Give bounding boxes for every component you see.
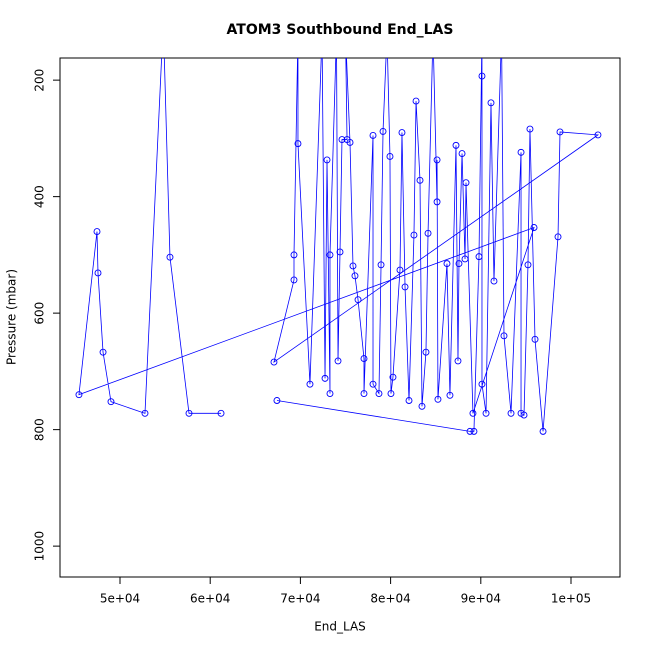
data-point: [379, 127, 387, 135]
data-point: [452, 141, 460, 149]
y-tick-label: 1000: [33, 531, 47, 562]
data-point: [141, 409, 149, 417]
data-point: [273, 397, 281, 404]
data-point: [470, 427, 478, 435]
plot-area: [75, 58, 602, 435]
data-point: [306, 380, 314, 388]
data-point: [360, 390, 368, 397]
data-point: [401, 283, 409, 291]
data-point: [369, 132, 377, 139]
data-point: [490, 277, 498, 285]
data-point: [487, 99, 495, 107]
data-point: [290, 276, 298, 284]
data-point: [416, 176, 424, 184]
data-point: [475, 253, 483, 261]
data-point: [594, 131, 602, 139]
data-point: [554, 233, 562, 241]
chart-title: ATOM3 Southbound End_LAS: [227, 22, 454, 38]
data-point: [478, 72, 486, 80]
data-point: [94, 269, 102, 277]
data-point: [517, 148, 525, 156]
data-point: [321, 374, 329, 382]
data-point: [424, 229, 432, 237]
data-point: [290, 251, 298, 259]
data-point: [520, 411, 528, 419]
data-point: [389, 373, 397, 381]
data-point: [351, 272, 359, 280]
data-point: [410, 231, 418, 239]
data-point: [107, 398, 115, 406]
data-point: [354, 296, 362, 304]
data-point: [433, 198, 441, 206]
data-point: [270, 358, 278, 366]
data-point: [185, 409, 193, 417]
data-point: [412, 97, 420, 105]
data-point: [500, 332, 508, 340]
data-point: [349, 262, 357, 270]
data-point: [398, 129, 406, 137]
data-point: [396, 266, 404, 274]
data-point: [387, 390, 395, 397]
data-point: [346, 139, 354, 146]
x-tick-label: 5e+04: [100, 592, 140, 606]
data-point: [375, 390, 383, 397]
data-point: [405, 397, 413, 404]
data-point: [539, 427, 547, 435]
data-point: [418, 402, 426, 410]
data-point: [507, 409, 515, 417]
data-point: [526, 125, 534, 133]
data-point: [99, 348, 107, 356]
data-point: [524, 261, 532, 269]
y-tick-label: 600: [33, 302, 47, 325]
x-tick-label: 9e+04: [461, 592, 501, 606]
data-point: [458, 150, 466, 157]
data-point: [422, 348, 430, 356]
data-point: [93, 228, 101, 236]
data-point: [217, 409, 225, 417]
data-point: [482, 409, 490, 417]
x-tick-label: 8e+04: [370, 592, 410, 606]
y-tick-label: 200: [33, 69, 47, 92]
data-point: [386, 152, 394, 160]
data-point: [462, 179, 470, 187]
data-point: [294, 140, 302, 148]
data-point: [369, 380, 377, 388]
data-point: [443, 260, 451, 268]
data-point: [530, 224, 538, 231]
data-point: [433, 156, 441, 164]
x-tick-label: 1e+05: [551, 592, 591, 606]
y-axis-title: Pressure (mbar): [5, 269, 19, 365]
data-point: [326, 390, 334, 397]
data-point: [377, 261, 385, 269]
data-point: [323, 156, 331, 164]
data-point: [166, 253, 174, 261]
x-tick-label: 6e+04: [190, 592, 230, 606]
data-point: [446, 391, 454, 399]
data-point: [334, 357, 342, 365]
data-point: [326, 251, 334, 259]
data-line: [78, 58, 600, 432]
y-tick-label: 800: [33, 418, 47, 441]
data-point: [531, 335, 539, 343]
x-axis-title: End_LAS: [314, 620, 366, 634]
y-tick-label: 400: [33, 185, 47, 208]
data-point: [75, 391, 83, 399]
data-point: [461, 255, 469, 263]
data-point: [466, 427, 474, 435]
data-point: [478, 380, 486, 388]
data-point: [556, 128, 564, 136]
data-point: [360, 355, 368, 363]
data-point: [469, 409, 477, 417]
data-point: [338, 136, 346, 143]
data-point: [454, 357, 462, 365]
data-point: [455, 260, 463, 268]
data-point: [336, 248, 344, 256]
data-point: [434, 395, 442, 403]
plot-frame: [59, 57, 621, 578]
x-tick-label: 7e+04: [280, 592, 320, 606]
